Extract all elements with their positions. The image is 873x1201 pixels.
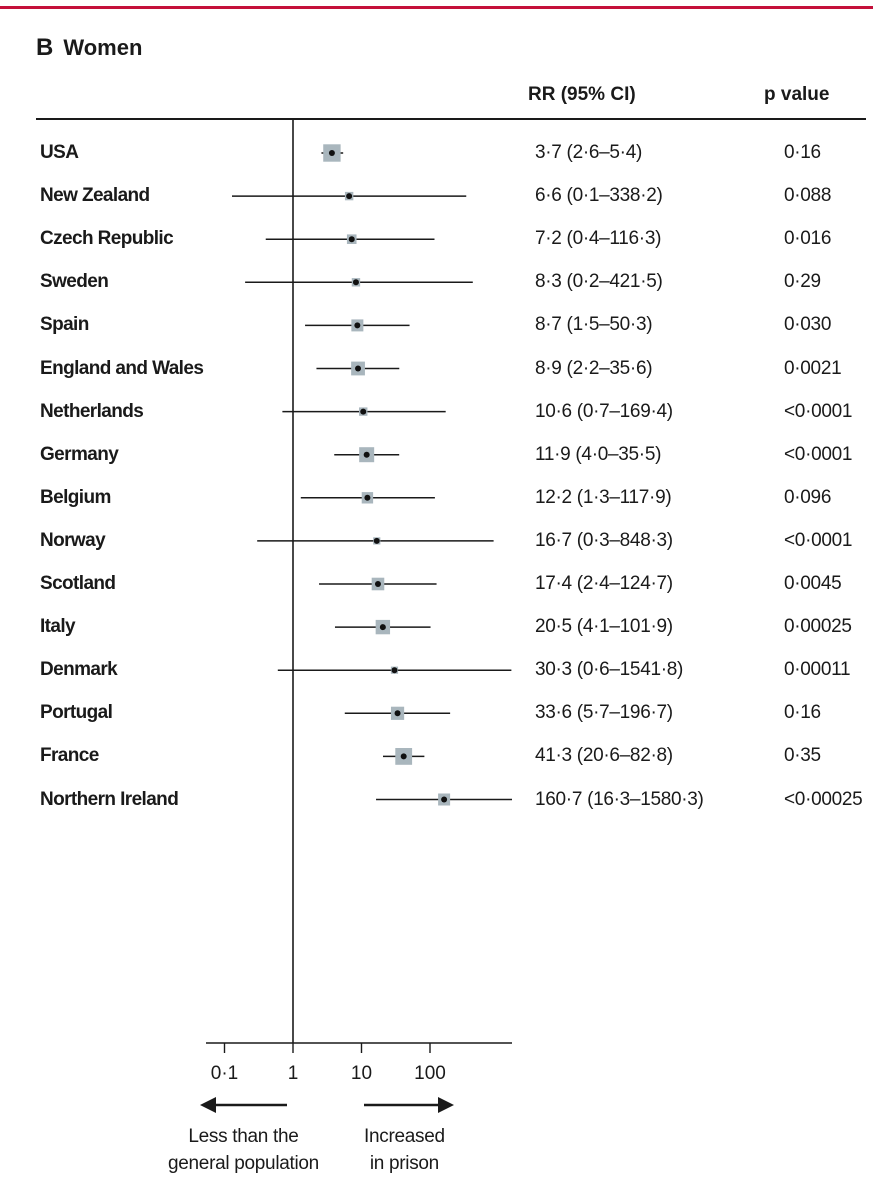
left-direction-line-2: general population — [168, 1153, 319, 1174]
point-estimate — [394, 710, 401, 717]
p-value: 0·088 — [784, 185, 832, 207]
country-label: Sweden — [40, 271, 109, 293]
point-estimate — [360, 408, 367, 415]
right-direction-line-2: in prison — [369, 1153, 439, 1174]
point-estimate — [364, 494, 371, 501]
country-label: Scotland — [40, 573, 116, 594]
rr-ci-value: 160·7 (16·3–1580·3) — [535, 788, 704, 810]
point-estimate — [441, 796, 448, 803]
x-tick-label: 1 — [287, 1063, 299, 1084]
left-arrow-head — [200, 1097, 216, 1113]
rr-ci-value: 8·7 (1·5–50·3) — [535, 314, 653, 336]
country-label: Germany — [40, 443, 119, 465]
right-arrow-head — [438, 1097, 454, 1113]
rr-ci-value: 6·6 (0·1–338·2) — [535, 185, 663, 207]
country-label: Netherlands — [40, 400, 144, 422]
country-label: Spain — [40, 314, 89, 336]
p-value: 0·0021 — [784, 357, 842, 379]
point-estimate — [352, 279, 359, 286]
x-tick-label: 0·1 — [210, 1063, 239, 1084]
p-value: 0·29 — [784, 271, 821, 293]
rr-ci-value: 12·2 (1·3–117·9) — [535, 486, 672, 508]
x-tick-label: 10 — [350, 1063, 373, 1084]
p-value: 0·030 — [784, 314, 832, 336]
rr-ci-value: 17·4 (2·4–124·7) — [535, 573, 673, 594]
p-value: <0·0001 — [784, 443, 853, 465]
rr-column-header: RR (95% CI) — [528, 84, 636, 105]
country-label: Norway — [40, 529, 106, 551]
p-value: <0·0001 — [784, 529, 853, 551]
p-value: <0·0001 — [784, 400, 853, 422]
country-label: Belgium — [40, 486, 111, 508]
country-label: USA — [40, 142, 79, 163]
point-estimate — [355, 365, 362, 372]
p-value: 0·00025 — [784, 616, 852, 638]
left-direction-label: Less than the general population — [168, 1123, 319, 1177]
country-label: New Zealand — [40, 185, 150, 207]
p-value: 0·16 — [784, 702, 821, 724]
point-estimate — [363, 451, 370, 458]
panel-title: B Women — [36, 34, 142, 62]
x-tick-label: 100 — [414, 1063, 446, 1084]
rr-ci-value: 33·6 (5·7–196·7) — [535, 702, 673, 724]
right-direction-line-1: Increased — [364, 1126, 445, 1147]
country-label: England and Wales — [40, 357, 204, 379]
rr-ci-value: 41·3 (20·6–82·8) — [535, 745, 673, 767]
p-value: 0·16 — [784, 142, 821, 163]
right-direction-label: Increased in prison — [364, 1123, 445, 1177]
point-estimate — [374, 581, 381, 587]
rr-ci-value: 20·5 (4·1–101·9) — [535, 616, 673, 638]
rr-ci-value: 8·9 (2·2–35·6) — [535, 357, 653, 379]
country-label: Czech Republic — [40, 228, 174, 250]
point-estimate — [373, 537, 380, 544]
p-value: 0·0045 — [784, 573, 842, 594]
p-value: 0·35 — [784, 745, 821, 767]
country-label: France — [40, 745, 99, 767]
point-estimate — [328, 150, 335, 156]
point-estimate — [379, 624, 386, 631]
rr-ci-value: 11·9 (4·0–35·5) — [535, 443, 662, 465]
rr-ci-value: 30·3 (0·6–1541·8) — [535, 659, 684, 681]
point-estimate — [346, 193, 353, 200]
country-label: Northern Ireland — [40, 788, 179, 810]
point-estimate — [391, 667, 398, 674]
rr-ci-value: 7·2 (0·4–116·3) — [535, 228, 662, 250]
rr-ci-value: 8·3 (0·2–421·5) — [535, 271, 663, 293]
country-label: Denmark — [40, 659, 118, 681]
rr-ci-value: 3·7 (2·6–5·4) — [535, 142, 642, 163]
p-value-column-header: p value — [764, 84, 830, 105]
rr-ci-value: 16·7 (0·3–848·3) — [535, 529, 673, 551]
p-value: 0·016 — [784, 228, 832, 250]
rr-ci-value: 10·6 (0·7–169·4) — [535, 400, 673, 422]
p-value: 0·096 — [784, 486, 832, 508]
point-estimate — [354, 322, 361, 329]
country-label: Portugal — [40, 702, 113, 724]
point-estimate — [400, 753, 407, 760]
top-accent-rule — [0, 6, 873, 9]
country-label: Italy — [40, 616, 76, 638]
left-direction-line-1: Less than the — [188, 1126, 299, 1147]
panel-title-text: Women — [63, 35, 143, 60]
p-value: <0·00025 — [784, 788, 863, 810]
header-rule — [36, 118, 866, 120]
p-value: 0·00011 — [784, 659, 851, 681]
point-estimate — [348, 236, 355, 243]
panel-letter: B — [36, 34, 54, 61]
